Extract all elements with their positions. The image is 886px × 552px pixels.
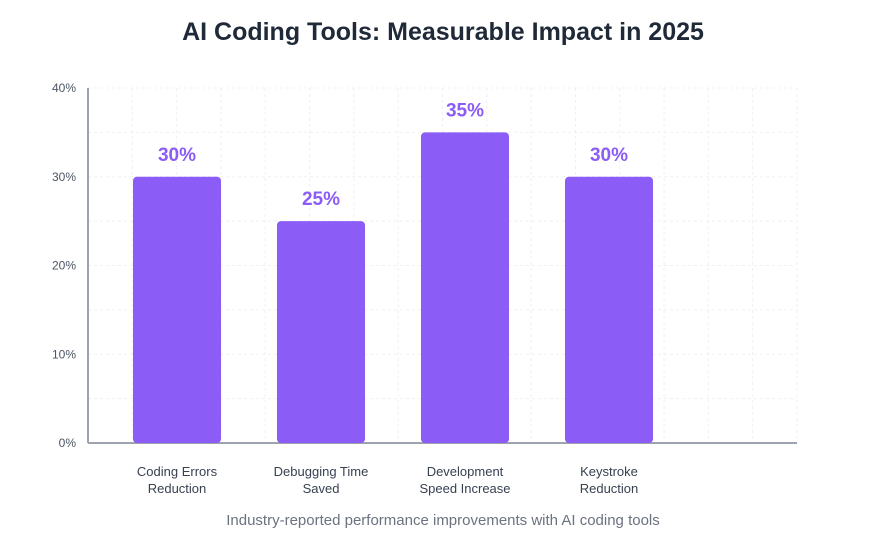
- x-tick-label: Coding Errors: [137, 464, 218, 479]
- bar-data-label: 30%: [158, 145, 196, 166]
- y-tick-label: 30%: [52, 170, 76, 184]
- bar-data-label: 35%: [446, 100, 484, 121]
- y-tick-label: 10%: [52, 347, 76, 361]
- x-tick-label: Saved: [303, 481, 340, 496]
- y-tick-label: 0%: [59, 436, 77, 450]
- bar: [133, 176, 221, 443]
- chart-subtitle: Industry-reported performance improvemen…: [226, 512, 660, 529]
- x-tick-label: Reduction: [580, 481, 639, 496]
- bar-data-label: 25%: [302, 189, 340, 210]
- chart-title: AI Coding Tools: Measurable Impact in 20…: [182, 18, 704, 46]
- x-tick-label: Reduction: [148, 481, 207, 496]
- bar: [421, 132, 509, 443]
- bar: [277, 221, 365, 443]
- bar-data-label: 30%: [590, 145, 628, 166]
- x-tick-label: Keystroke: [580, 464, 638, 479]
- y-tick-label: 20%: [52, 259, 76, 273]
- x-tick-label: Development: [427, 464, 504, 479]
- y-tick-label: 40%: [52, 81, 76, 95]
- x-tick-label: Debugging Time: [274, 464, 369, 479]
- bar: [565, 176, 653, 443]
- x-tick-label: Speed Increase: [419, 481, 510, 496]
